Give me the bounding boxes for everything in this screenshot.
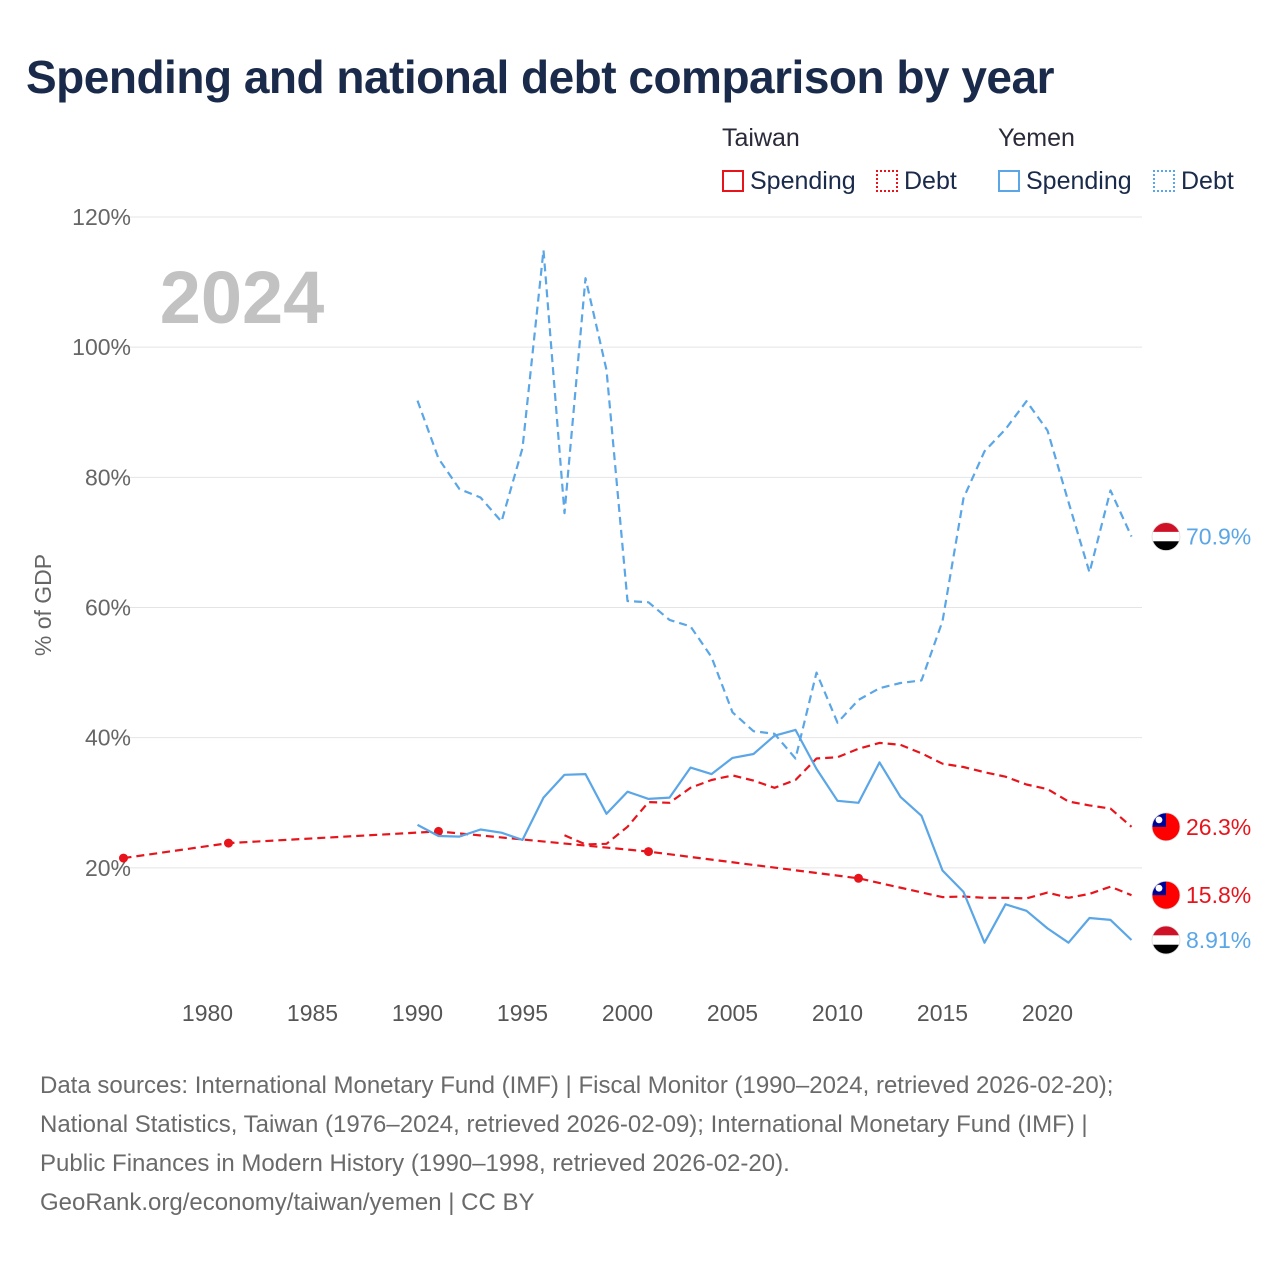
series-line-taiwan-debt [123,830,1132,900]
y-axis-label: % of GDP [30,554,56,656]
legend-swatch-dotted [1153,170,1175,192]
grid [113,216,1142,869]
y-tick-label: 120% [72,204,131,230]
y-ticks: 20%40%60%80%100%120% [72,204,131,881]
end-value-label: 8.91% [1186,927,1251,953]
x-tick-label: 2010 [812,1000,863,1026]
legend-country-yemen: Yemen [998,124,1075,152]
flag-sun [1155,816,1163,824]
flag-stripe-black [1152,944,1180,955]
flag-stripe-red [1152,522,1180,533]
flag-body [1152,926,1180,955]
yemen-flag [1151,522,1181,551]
legend-item-yemen-spending[interactable]: Spending [998,165,1132,197]
y-tick-label: 80% [85,464,131,490]
legend-item-taiwan-spending[interactable]: Spending [722,165,856,197]
data-point-marker [854,873,863,883]
legend-swatch-dotted [876,170,898,192]
flag-outline [1151,812,1181,842]
x-tick-label: 1990 [392,1000,443,1026]
flag-outline [1151,880,1181,910]
legend-swatch-solid [722,170,744,192]
x-tick-label: 2020 [1022,1000,1073,1026]
footer-line: Data sources: International Monetary Fun… [40,1072,1114,1099]
flag-outline [1151,925,1181,955]
data-point-marker [119,853,128,863]
y-tick-label: 60% [85,595,131,621]
x-tick-label: 1980 [182,1000,233,1026]
flag-outline [1151,522,1181,551]
x-tick-label: 1995 [497,1000,548,1026]
taiwan-flag [1151,880,1181,910]
y-tick-label: 40% [85,725,131,751]
footer-link[interactable]: GeoRank.org/economy/taiwan/yemen | CC BY [40,1189,535,1216]
series-line-yemen-debt [416,249,1133,760]
x-ticks: 1980 1985 1990 1995 2000 2005 2010 2015 2020 [182,1000,1073,1026]
flag-stripe-red [1152,926,1180,937]
data-point-marker [644,847,653,857]
data-point-marker [224,838,233,848]
taiwan-flag [1151,812,1181,842]
legend-label: Spending [750,166,856,195]
footer-line: National Statistics, Taiwan (1976–2024, … [40,1111,1088,1138]
flag-sun [1155,884,1163,892]
end-value-label: 26.3% [1186,814,1251,840]
flag-body [1152,522,1180,551]
footer: Data sources: International Monetary Fun… [40,1066,1260,1222]
x-tick-label: 2015 [917,1000,968,1026]
legend-item-yemen-debt[interactable]: Debt [1153,165,1234,197]
legend-item-taiwan-debt[interactable]: Debt [876,165,957,197]
series-line-taiwan-spending [564,741,1133,846]
legend-swatch-solid [998,170,1020,192]
chart-plot: 2024 % of GDP 20%40%60%80%100%120% 1980 1… [30,204,1251,1026]
x-tick-label: 1985 [287,1000,338,1026]
series-group [119,249,1133,944]
end-labels: 70.9% 26.3% 15.8% 8.91% [1151,522,1251,955]
footer-line: Public Finances in Modern History (1990–… [40,1150,790,1177]
series-line-yemen-spending [416,728,1133,944]
end-value-label: 70.9% [1186,524,1251,550]
year-watermark: 2024 [160,256,325,339]
y-tick-label: 100% [72,334,131,360]
end-value-label: 15.8% [1186,882,1251,908]
yemen-flag [1151,925,1181,955]
flag-stripe-black [1152,541,1180,551]
legend-label: Spending [1026,166,1132,195]
legend-country-taiwan: Taiwan [722,124,800,152]
flag-stripe-white [1152,935,1180,945]
legend-label: Debt [1181,166,1234,195]
legend-label: Debt [904,166,957,195]
x-tick-label: 2000 [602,1000,653,1026]
x-tick-label: 2005 [707,1000,758,1026]
flag-stripe-white [1152,531,1180,542]
chart-title: Spending and national debt comparison by… [26,51,1055,103]
